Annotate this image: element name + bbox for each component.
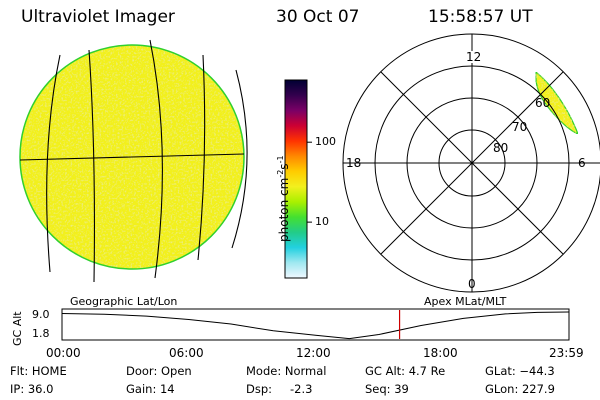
mlt-line-diagonal [380,71,564,255]
colorbar-unit-text: photon cm [277,177,291,242]
colorbar-unit-exponent: -2 [276,169,285,178]
longitude-line [197,54,206,261]
geographic-grid [19,39,248,283]
track-x-tick: 18:00 [423,346,458,360]
status-door: Door: Open [126,364,192,378]
status-glon: GLon: 227.9 [485,382,555,396]
mlt-label-bottom: 0 [468,277,476,291]
track-x-tick: 23:59 [549,346,584,360]
observation-time: 15:58:57 UT [428,7,533,27]
mlt-label-top: 12 [466,50,482,64]
polar-grid [342,33,600,293]
colorbar [284,79,312,279]
status-dsp-label: Dsp: [246,382,273,396]
mlat-label-80: 80 [493,141,509,155]
track-x-tick: 00:00 [46,346,81,360]
status-gc-alt: GC Alt: 4.7 Re [365,364,446,378]
disk-limb [19,44,245,270]
earth-disk [19,39,248,283]
colorbar-unit-exponent: -1 [276,155,285,164]
longitude-line [46,54,61,273]
altitude-curve [61,311,569,340]
track-y-axis-label: GC Alt [11,311,24,346]
colorbar-tick-100: 100 [315,135,336,149]
mlt-label-left: 18 [346,156,362,170]
status-ip: IP: 36.0 [10,382,54,396]
status-seq: Seq: 39 [365,382,409,396]
status-mode: Mode: Normal [246,364,327,378]
mlat-label-60: 60 [535,96,551,110]
mlat-label-70: 70 [512,120,528,134]
status-glat: GLat: −44.3 [485,364,555,378]
observation-date: 30 Oct 07 [276,7,360,27]
geographic-caption: Geographic Lat/Lon [70,295,178,308]
track-y-tick-min: 1.8 [32,327,50,340]
instrument-title: Ultraviolet Imager [21,7,175,27]
status-gain: Gain: 14 [126,382,175,396]
altitude-track [61,308,570,341]
track-frame [61,308,570,341]
aurora-patch [535,70,580,136]
colorbar-tick-10: 10 [315,215,329,229]
status-flt: Flt: HOME [10,364,67,378]
status-dsp-value: -2.3 [290,382,313,396]
colorbar-scale [284,79,308,279]
latitude-line [19,153,245,161]
mlt-label-right: 6 [578,156,586,170]
track-x-tick: 06:00 [169,346,204,360]
longitude-line [231,69,248,249]
track-x-tick: 12:00 [296,346,331,360]
polar-plot [342,33,600,293]
track-y-tick-max: 9.0 [32,308,50,321]
colorbar-ticks [307,141,312,223]
colorbar-unit: photon cm-2s-1 [276,155,291,242]
colorbar-unit-seconds: s [277,163,291,170]
polar-caption: Apex MLat/MLT [424,295,507,308]
longitude-line [149,39,163,279]
